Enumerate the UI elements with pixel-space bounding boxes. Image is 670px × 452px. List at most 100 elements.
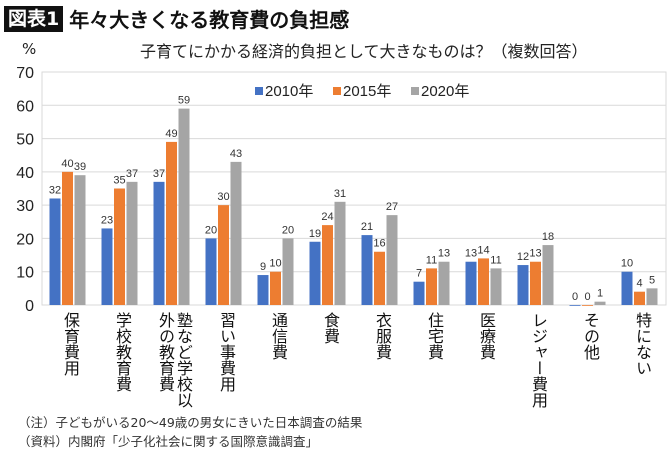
x-tick-label: 学校教育費 [113, 312, 132, 392]
bar-2010年 [49, 198, 61, 305]
bar-2015年 [62, 171, 73, 305]
bar-2020年 [386, 215, 398, 305]
x-tick-label: 通信費 [269, 312, 288, 360]
chart-title: 子育てにかかる経済的負担として大きなものは？（複数回答） [140, 42, 588, 61]
data-label: 10 [269, 258, 281, 270]
data-label: 0 [572, 291, 578, 303]
bar-2010年 [413, 281, 425, 305]
plot-border [41, 71, 667, 306]
legend-swatch [411, 87, 419, 95]
data-label: 27 [386, 201, 398, 213]
source-line: （資料）内閣府「少子化社会に関する国際意識調査」 [18, 434, 319, 449]
data-label: 20 [282, 224, 294, 236]
bar-2015年 [530, 261, 541, 305]
data-label: 31 [334, 188, 346, 200]
legend-label: 2010年 [265, 83, 313, 100]
data-label: 21 [361, 221, 373, 233]
bar-2020年 [542, 245, 554, 305]
data-label: 10 [621, 258, 633, 270]
data-label: 14 [477, 244, 489, 256]
data-label: 12 [517, 251, 529, 263]
data-label: 1 [597, 288, 603, 300]
data-label: 30 [217, 191, 229, 203]
data-label: 13 [438, 248, 450, 260]
y-tick-label: 60 [16, 98, 34, 115]
data-label: 0 [584, 291, 590, 303]
x-tick-label: 衣服費 [373, 312, 392, 360]
bar-2010年 [621, 271, 633, 305]
x-tick-label: 習い事費用 [217, 312, 236, 392]
bar-2010年 [517, 265, 529, 305]
bar-2010年 [569, 305, 581, 306]
legend-label: 2020年 [421, 83, 469, 100]
data-label: 5 [649, 274, 655, 286]
bar-2020年 [126, 181, 138, 305]
data-label: 11 [490, 254, 501, 266]
data-label: 40 [61, 158, 73, 170]
header: 図表1 年々大きくなる教育費の負担感 [4, 4, 349, 33]
figure-badge: 図表1 [4, 5, 64, 32]
y-tick-label: 20 [16, 231, 34, 248]
note-line: （注）子どもがいる20〜49歳の男女にきいた日本調査の結果 [18, 415, 363, 430]
data-label: 49 [165, 128, 177, 140]
bar-2010年 [361, 235, 373, 305]
data-label: 39 [74, 161, 86, 173]
bar-2020年 [178, 108, 190, 305]
data-label: 59 [178, 95, 190, 107]
x-tick-label: 塾など学校以外の教育費 [156, 312, 193, 408]
data-label: 13 [529, 248, 541, 260]
bar-2015年 [218, 205, 229, 305]
legend-label: 2015年 [343, 83, 391, 100]
data-label: 11 [426, 254, 437, 266]
bar-2015年 [322, 225, 333, 305]
bar-2010年 [205, 238, 217, 305]
bar-2015年 [114, 188, 125, 305]
bar-2015年 [478, 258, 489, 305]
data-label: 20 [205, 224, 217, 236]
y-tick-label: 30 [16, 198, 34, 215]
y-axis-unit: % [22, 40, 37, 58]
data-label: 43 [230, 148, 242, 160]
data-label: 16 [373, 238, 385, 250]
x-tick-label: 医療費 [477, 312, 496, 360]
x-tick-label: 保育費用 [61, 312, 80, 376]
x-tick-label: 住宅費 [425, 312, 444, 360]
bar-2020年 [646, 288, 658, 305]
data-label: 4 [636, 278, 642, 290]
data-label: 9 [260, 261, 266, 273]
bar-2020年 [230, 161, 242, 305]
data-label: 24 [321, 211, 333, 223]
data-label: 19 [309, 228, 321, 240]
bar-2015年 [634, 291, 645, 305]
bar-2015年 [270, 271, 281, 305]
bar-2020年 [490, 268, 502, 305]
y-tick-label: 10 [16, 265, 34, 282]
y-tick-label: 0 [25, 298, 34, 315]
bar-2010年 [153, 181, 165, 305]
y-tick-label: 40 [16, 165, 34, 182]
bar-2010年 [309, 241, 321, 305]
data-label: 7 [416, 268, 422, 280]
bar-2010年 [257, 275, 269, 305]
legend-swatch [255, 87, 263, 95]
x-tick-label: レジャー費用 [529, 312, 548, 408]
data-label: 32 [49, 184, 61, 196]
legend-swatch [333, 87, 341, 95]
bar-2020年 [282, 238, 294, 305]
data-label: 23 [101, 214, 113, 226]
x-tick-label: 食費 [321, 312, 340, 344]
data-label: 13 [465, 248, 477, 260]
bar-2020年 [74, 175, 86, 305]
bar-2015年 [374, 251, 385, 305]
x-tick-label: その他 [581, 312, 600, 360]
x-tick-label: 特にない [633, 312, 652, 376]
figure-title: 年々大きくなる教育費の負担感 [69, 8, 350, 32]
data-label: 35 [113, 175, 125, 187]
bar-2020年 [594, 301, 606, 305]
bar-2010年 [465, 261, 477, 305]
bar-2010年 [101, 228, 113, 305]
data-label: 37 [126, 168, 138, 180]
y-tick-label: 50 [16, 132, 34, 149]
